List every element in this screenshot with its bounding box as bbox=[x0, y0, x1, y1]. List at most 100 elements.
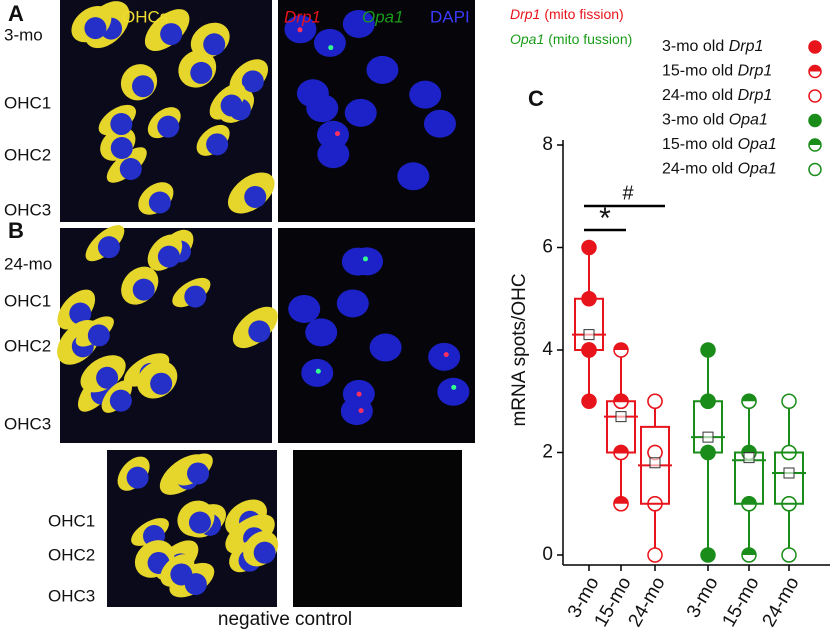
spot bbox=[451, 384, 457, 390]
key-entry: Drp1 (mito fission) bbox=[510, 6, 624, 22]
legend-gene: Opa1 bbox=[729, 112, 768, 129]
spot bbox=[328, 45, 334, 51]
y-tick-label: 0 bbox=[542, 544, 553, 565]
channel-label: Opa1 bbox=[362, 7, 404, 26]
nucleus bbox=[157, 245, 180, 268]
legend-age: 24-mo old bbox=[662, 87, 738, 104]
nucleus bbox=[203, 33, 226, 56]
nucleus bbox=[184, 285, 207, 308]
nucleus bbox=[317, 140, 350, 169]
row-label: OHC3 bbox=[4, 200, 51, 219]
legend-age: 3-mo old bbox=[662, 38, 729, 55]
row-label: OHC2 bbox=[4, 336, 51, 355]
y-tick-label: 6 bbox=[542, 237, 553, 258]
box bbox=[574, 297, 604, 351]
legend-gene: Opa1 bbox=[738, 136, 777, 153]
legend-gene: Drp1 bbox=[738, 63, 773, 80]
marker-half bbox=[614, 394, 628, 402]
spot bbox=[297, 27, 303, 33]
row-label: OHC1 bbox=[48, 511, 95, 530]
data-point bbox=[781, 393, 797, 409]
marker-ring bbox=[808, 113, 822, 128]
legend-marker bbox=[808, 162, 822, 177]
key-note: (mito fission) bbox=[544, 6, 623, 22]
marker-ring bbox=[647, 393, 663, 409]
nucleus bbox=[148, 191, 171, 214]
sig-mark: * bbox=[599, 202, 611, 235]
legend-marker bbox=[808, 40, 822, 54]
legend-label: 24-mo old Drp1 bbox=[662, 87, 772, 104]
key-gene: Drp1 bbox=[510, 6, 540, 22]
y-tick-label: 8 bbox=[542, 134, 553, 155]
channel-label: DAPI bbox=[430, 7, 470, 26]
nucleus bbox=[206, 133, 229, 156]
data-point bbox=[741, 393, 757, 409]
data-point bbox=[581, 393, 597, 409]
marker-ring bbox=[700, 342, 716, 358]
legend-age: 3-mo old bbox=[662, 112, 729, 129]
row-label: OHC2 bbox=[48, 545, 95, 564]
row-label: OHC2 bbox=[4, 145, 51, 164]
panel-letter: A bbox=[8, 1, 24, 26]
mean bbox=[743, 452, 755, 464]
nucleus bbox=[150, 372, 173, 395]
nucleus bbox=[428, 342, 461, 371]
x-tick-label: 15-mo bbox=[719, 574, 764, 631]
nucleus bbox=[110, 113, 133, 136]
row-label: OHC1 bbox=[4, 291, 51, 310]
row-label: OHC3 bbox=[48, 586, 95, 605]
spot bbox=[356, 391, 362, 397]
marker-half bbox=[614, 343, 628, 350]
x-tick-label: 3-mo bbox=[683, 574, 723, 622]
image-control-fish bbox=[293, 450, 462, 607]
age-label: 24-mo bbox=[4, 254, 52, 273]
spot bbox=[443, 352, 449, 358]
nucleus bbox=[409, 80, 442, 109]
marker-half bbox=[614, 445, 628, 453]
nucleus bbox=[97, 236, 120, 259]
legend-label: 24-mo old Opa1 bbox=[662, 161, 777, 178]
nucleus bbox=[160, 23, 183, 46]
marker-ring bbox=[581, 239, 597, 256]
data-point bbox=[781, 547, 797, 563]
nucleus bbox=[96, 366, 119, 389]
nucleus bbox=[132, 278, 155, 301]
data-point bbox=[700, 547, 716, 563]
data-point bbox=[581, 239, 597, 256]
nucleus bbox=[351, 247, 384, 276]
legend-marker bbox=[808, 64, 822, 79]
mean bbox=[615, 411, 627, 423]
key-gene: Opa1 bbox=[510, 31, 544, 47]
nucleus bbox=[119, 158, 142, 181]
key-entry: Opa1 (mito fussion) bbox=[510, 31, 632, 47]
marker-half bbox=[614, 496, 628, 504]
marker-ring bbox=[808, 162, 822, 177]
data-point bbox=[700, 342, 716, 358]
marker-half bbox=[742, 445, 757, 453]
legend-gene: Drp1 bbox=[729, 38, 764, 55]
sig-mark: # bbox=[622, 182, 634, 204]
nucleus bbox=[317, 120, 350, 149]
y-tick-label: 2 bbox=[542, 442, 553, 463]
nucleus bbox=[397, 162, 430, 191]
y-tick-label: 4 bbox=[542, 339, 553, 360]
legend-marker bbox=[808, 113, 822, 128]
row-label: OHC3 bbox=[4, 414, 51, 433]
marker-half bbox=[742, 394, 757, 402]
legend-label: 3-mo old Drp1 bbox=[662, 38, 763, 55]
box bbox=[606, 400, 636, 454]
mean bbox=[583, 329, 595, 341]
mean bbox=[649, 457, 661, 469]
legend-label: 15-mo old Opa1 bbox=[662, 136, 777, 153]
nucleus bbox=[188, 511, 211, 534]
nucleus bbox=[241, 70, 264, 93]
box bbox=[774, 451, 804, 505]
key-note: (mito fussion) bbox=[548, 31, 632, 47]
y-axis-label: mRNA spots/OHC bbox=[509, 273, 530, 426]
spot bbox=[362, 256, 368, 262]
nucleus bbox=[220, 94, 243, 117]
spot bbox=[358, 408, 364, 414]
nucleus bbox=[344, 98, 377, 127]
marker-half bbox=[742, 548, 756, 555]
